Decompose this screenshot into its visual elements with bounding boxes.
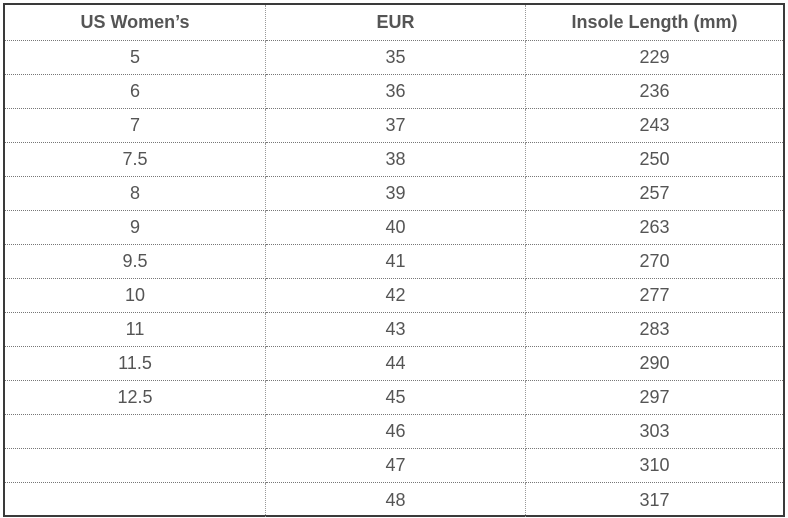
table-cell: 236 [526, 75, 783, 109]
table-cell: 46 [266, 415, 526, 449]
table-cell: 317 [639, 489, 670, 510]
header-cell: US Women’s [5, 5, 266, 41]
table-cell: 43 [266, 313, 526, 347]
table-cell: 250 [526, 143, 783, 177]
table-cell: 270 [526, 245, 783, 279]
size-table: US Women’s EUR Insole Length (mm) 5 35 229 6 36… [3, 3, 785, 517]
table-cell: 8 [5, 177, 266, 211]
table-cell: 12.5 [5, 381, 266, 415]
table-cell [5, 483, 266, 517]
table-cell: 9.5 [5, 245, 266, 279]
table-cell: 47 [266, 449, 526, 483]
table-cell: 40 [266, 211, 526, 245]
table-cell: 277 [526, 279, 783, 313]
table-cell: 10 [5, 279, 266, 313]
table-cell: 6 [5, 75, 266, 109]
table-cell: 11 [5, 313, 266, 347]
table-cell: 9 [5, 211, 266, 245]
table-cell: 45 [266, 381, 526, 415]
table-cell: 303 [526, 415, 783, 449]
table-cell: 257 [526, 177, 783, 211]
table-cell: 48 [266, 483, 526, 517]
table-cell: 36 [266, 75, 526, 109]
header-cell: EUR [266, 5, 526, 41]
table-cell: 7 [5, 109, 266, 143]
header-cell: Insole Length (mm) [526, 5, 783, 41]
table-cell: 42 [266, 279, 526, 313]
table-cell: 310 [526, 449, 783, 483]
table-cell: 243 [526, 109, 783, 143]
table-cell: 283 [526, 313, 783, 347]
table-cell: 35 [266, 41, 526, 75]
table-cell: 297 [526, 381, 783, 415]
table-cell: 38 [266, 143, 526, 177]
table-cell [5, 449, 266, 483]
table-cell: 229 [526, 41, 783, 75]
table-cell: 11.5 [5, 347, 266, 381]
table-cell: 44 [266, 347, 526, 381]
table-cell: 37 [266, 109, 526, 143]
table-cell [5, 415, 266, 449]
table-cell: 290 [526, 347, 783, 381]
table-cell: 5 [5, 41, 266, 75]
table-cell: 7.5 [5, 143, 266, 177]
table-cell: 263 [526, 211, 783, 245]
table-cell: 39 [266, 177, 526, 211]
table-cell: 41 [266, 245, 526, 279]
